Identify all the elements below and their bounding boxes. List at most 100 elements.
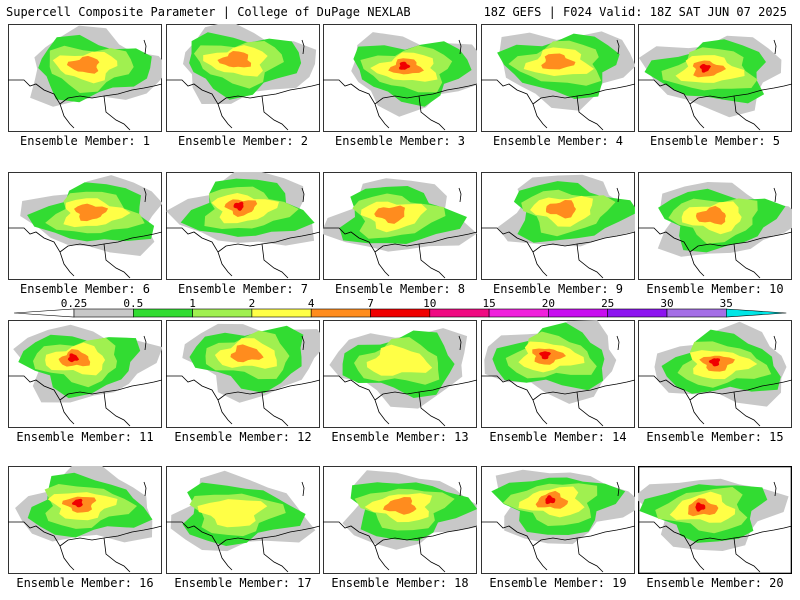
coastline-border — [638, 375, 792, 427]
member-caption: Ensemble Member: 6 — [19, 282, 151, 296]
member-caption: Ensemble Member: 15 — [646, 430, 784, 444]
coastline-border — [8, 79, 162, 131]
member-caption: Ensemble Member: 18 — [331, 576, 469, 590]
member-caption: Ensemble Member: 8 — [334, 282, 466, 296]
colorbar-tick-label: 0.25 — [61, 297, 88, 310]
coastline-border — [166, 375, 320, 427]
coastline-border — [323, 375, 477, 427]
ensemble-panel — [481, 172, 635, 280]
ensemble-panel — [166, 24, 320, 132]
member-caption: Ensemble Member: 20 — [646, 576, 784, 590]
colorbar-segment — [666, 308, 727, 318]
member-caption: Ensemble Member: 14 — [489, 430, 627, 444]
colorbar-tick-label: 4 — [308, 297, 315, 310]
colorbar-segment — [370, 308, 431, 318]
ensemble-map — [481, 172, 635, 280]
ensemble-map — [638, 24, 792, 132]
contour-orange — [230, 344, 264, 363]
contour-red — [399, 61, 411, 70]
ensemble-map — [323, 24, 477, 132]
colorbar-segment — [429, 308, 490, 318]
coastline-border — [8, 375, 162, 427]
colorbar-tick-label: 20 — [542, 297, 555, 310]
ensemble-panel — [8, 24, 162, 132]
member-caption: Ensemble Member: 4 — [492, 134, 624, 148]
ensemble-panel — [638, 24, 792, 132]
ensemble-panel — [166, 172, 320, 280]
ensemble-panel — [638, 320, 792, 428]
member-caption: Ensemble Member: 9 — [492, 282, 624, 296]
title-left: Supercell Composite Parameter | College … — [6, 5, 411, 19]
ensemble-panel — [323, 320, 477, 428]
contour-orange — [692, 60, 726, 78]
colorbar-tick-label: 0.5 — [123, 297, 143, 310]
lake-shoreline — [616, 187, 620, 203]
contour-yellow — [197, 499, 268, 528]
contour-red — [708, 358, 720, 367]
coastline-border — [323, 521, 477, 573]
ensemble-panel — [481, 320, 635, 428]
member-caption: Ensemble Member: 11 — [16, 430, 154, 444]
coastline-border — [638, 79, 792, 131]
lake-shoreline — [301, 39, 305, 55]
ensemble-map — [638, 320, 792, 428]
title-right: 18Z GEFS | F024 Valid: 18Z SAT JUN 07 20… — [483, 5, 787, 19]
lake-shoreline — [773, 187, 777, 203]
ensemble-panel — [638, 466, 792, 574]
ensemble-map — [8, 320, 162, 428]
coastline-border — [166, 521, 320, 573]
contour-orange — [217, 51, 252, 68]
member-caption: Ensemble Member: 5 — [649, 134, 781, 148]
ensemble-panel — [481, 466, 635, 574]
member-caption: Ensemble Member: 17 — [174, 576, 312, 590]
ensemble-map — [323, 172, 477, 280]
coastline-border — [166, 79, 320, 131]
ensemble-map — [8, 24, 162, 132]
coastline-border — [166, 227, 320, 279]
colorbar-segment — [548, 308, 609, 318]
ensemble-map — [481, 24, 635, 132]
colorbar-tick-label: 1 — [189, 297, 196, 310]
ensemble-panel — [8, 172, 162, 280]
ensemble-panel — [481, 24, 635, 132]
lake-shoreline — [616, 481, 620, 497]
ensemble-panel — [323, 24, 477, 132]
colorbar-tick-label: 2 — [249, 297, 256, 310]
ensemble-map — [166, 466, 320, 574]
colorbar-segment — [310, 308, 371, 318]
colorbar-arrow-left — [14, 308, 75, 318]
lake-shoreline — [301, 187, 305, 203]
contour-red — [233, 201, 244, 211]
contour-red — [695, 502, 706, 512]
ensemble-map — [638, 466, 792, 574]
ensemble-map — [166, 24, 320, 132]
ensemble-panel — [166, 466, 320, 574]
coastline-border — [638, 521, 792, 573]
ensemble-panel — [166, 320, 320, 428]
coastline-border — [323, 79, 477, 131]
colorbar-segment — [251, 308, 312, 318]
member-caption: Ensemble Member: 13 — [331, 430, 469, 444]
coastline-border — [8, 227, 162, 279]
ensemble-panel — [8, 320, 162, 428]
coastline-border — [638, 227, 792, 279]
lake-shoreline — [143, 187, 147, 203]
ensemble-map — [481, 466, 635, 574]
coastline-border — [481, 227, 635, 279]
contour-red — [71, 498, 83, 508]
lake-shoreline — [458, 335, 462, 351]
contour-orange — [695, 205, 726, 225]
colorbar-segment — [133, 308, 193, 318]
lake-shoreline — [773, 335, 777, 351]
colorbar-tick-label: 10 — [423, 297, 436, 310]
contour-red — [67, 353, 79, 363]
ensemble-panel — [638, 172, 792, 280]
ensemble-map — [323, 320, 477, 428]
contour-orange — [74, 203, 109, 222]
member-caption: Ensemble Member: 2 — [177, 134, 309, 148]
coastline-border — [481, 521, 635, 573]
ensemble-panel — [323, 172, 477, 280]
lake-shoreline — [458, 481, 462, 497]
colorbar-tick-label: 35 — [720, 297, 733, 310]
member-caption: Ensemble Member: 1 — [19, 134, 151, 148]
